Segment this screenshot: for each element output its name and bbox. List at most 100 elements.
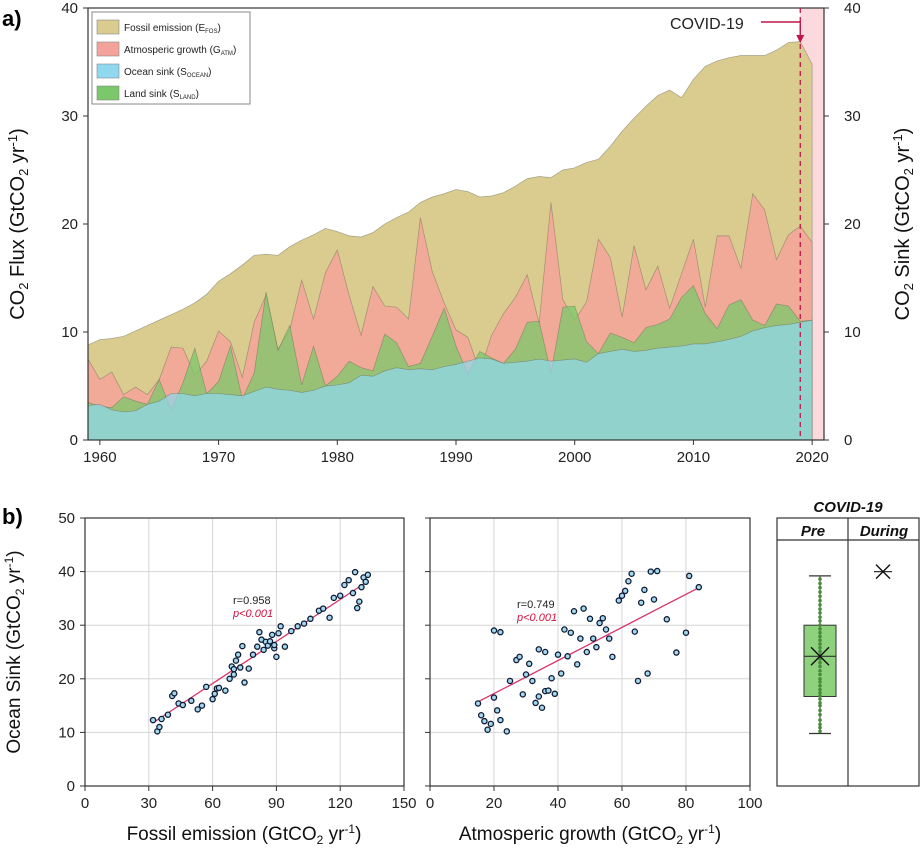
legend-label-atm: Atmosperic growth (GATM)	[124, 45, 236, 57]
during-mean-marker	[875, 564, 891, 580]
pre-point	[818, 585, 822, 590]
scatter-atm-point	[535, 646, 543, 653]
scatter-atm-x-tick-label: 40	[550, 795, 567, 812]
legend-swatch-ocean	[96, 63, 120, 79]
scatter-atm-point	[570, 608, 578, 615]
x-tick-label: 2000	[558, 449, 591, 466]
legend-swatch-atm	[96, 41, 120, 57]
scatter-atm-x-tick-label: 100	[737, 795, 762, 812]
covid-pre-label: Pre	[801, 523, 825, 540]
scatter-fossil-point	[209, 695, 216, 703]
scatter-atm-point	[673, 649, 680, 656]
y-tick-label-right: 30	[844, 108, 861, 125]
scatter-fossil-point	[349, 589, 357, 597]
scatter-atm-point	[653, 567, 661, 575]
scatter-fossil-point	[362, 578, 369, 586]
pre-point	[818, 672, 822, 677]
scatter-fossil-point	[164, 711, 172, 718]
pre-point	[818, 623, 822, 627]
scatter-atm-point	[490, 627, 498, 634]
scatter-atm-point	[497, 716, 504, 724]
scatter-atm-point	[641, 586, 648, 594]
x-tick-label: 2020	[795, 449, 828, 466]
x-tick-label: 1960	[83, 449, 116, 466]
legend-label-fossil: Fossil emission (EFOS)	[124, 23, 221, 35]
scatter-fossil-point	[294, 623, 301, 630]
legend-swatch-fossil	[96, 19, 120, 35]
pre-point	[818, 722, 822, 727]
pre-point	[818, 668, 822, 673]
pre-point	[818, 642, 822, 646]
scatter-fossil-point	[254, 643, 261, 650]
panel-b: b) Ocean Sink (GtCO2 yr-1) 0 30 60 90 120 150…	[2, 499, 920, 847]
scatter-atm-frame	[429, 517, 751, 787]
scatter-fossil-point	[260, 646, 267, 654]
y-tick-label-right: 20	[844, 216, 861, 233]
scatter-fossil-point	[158, 715, 165, 723]
scatter-atm-point	[650, 596, 658, 603]
scatter-fossil-point	[241, 679, 248, 686]
scatter-atm-point	[557, 670, 565, 677]
scatter-fossil-point	[281, 643, 289, 650]
pre-point	[818, 687, 822, 692]
covid-annotation-bracket	[761, 21, 801, 37]
scatter-fossil-y-tick-label: 40	[58, 564, 75, 581]
scatter-atm-point	[634, 677, 642, 685]
pre-mean-marker	[810, 646, 830, 666]
pre-point	[818, 630, 822, 635]
scatter-fossil-ticks: 0 30 60 90 120 150 0 10 20 30 40 50	[58, 510, 416, 812]
y-tick-label-left: 10	[61, 324, 78, 341]
scatter-atm-point	[493, 707, 501, 714]
pre-point	[818, 594, 822, 599]
scatter-atm-x-tick-label: 20	[486, 795, 503, 812]
scatter-fossil-point	[232, 657, 240, 664]
scatter-atm-point	[474, 700, 482, 707]
pre-point	[818, 683, 822, 688]
scatter-atm-point	[593, 643, 600, 651]
scatter-fossil-point	[275, 629, 282, 637]
pre-point	[818, 703, 822, 708]
scatter-fossil-y-tick-label: 20	[58, 671, 75, 688]
legend-swatch-land	[96, 85, 120, 101]
scatter-fossil-y-tick-label: 10	[58, 724, 75, 741]
scatter-atm-point	[663, 616, 671, 623]
scatter-fossil-x-tick-label: 0	[81, 795, 89, 812]
scatter-atm-ticks: 0 20 40 60 80 100	[425, 517, 763, 812]
scatter-atm-point	[477, 712, 485, 719]
scatter-atm-point	[535, 693, 543, 700]
scatter-atm-point	[484, 726, 491, 733]
covid-box-plot	[803, 564, 892, 735]
scatter-fossil-point	[215, 684, 223, 692]
scatter-fossil-point	[211, 690, 218, 698]
scatter-atm-point	[586, 615, 594, 623]
pre-point	[818, 611, 822, 615]
scatter-fossil-point	[319, 605, 327, 612]
legend-label-land: Land sink (SLAND)	[124, 89, 199, 101]
scatter-atm-point	[525, 660, 533, 668]
pre-point	[818, 708, 822, 713]
pre-point	[818, 645, 822, 650]
area-ocean	[88, 319, 813, 440]
scatter-fossil-point	[249, 651, 257, 658]
scatter-fossil-point	[288, 627, 295, 635]
scatter-atm-point	[618, 592, 626, 599]
scatter-atm-r: r=0.749	[517, 599, 555, 611]
scatter-fossil-grid	[84, 517, 405, 787]
scatter-fossil-point	[277, 623, 284, 630]
scatter-fossil-y-tick-label: 30	[58, 617, 75, 634]
scatter-atm-point	[602, 626, 610, 633]
scatter-atm-point	[522, 671, 530, 678]
scatter-fossil-frame	[84, 517, 405, 787]
panel-a-ylabel-left: CO2 Flux (GtCO2 yr-1)	[5, 128, 31, 320]
scatter-fossil-xlabel: Fossil emission (GtCO2 yr-1)	[127, 822, 362, 847]
scatter-atm-point	[615, 597, 623, 604]
scatter-fossil-point	[336, 592, 344, 599]
scatter-atm-point	[596, 619, 603, 627]
scatter-fossil-point	[194, 706, 201, 713]
panel-a-legend: Fossil emission (EFOS) Atmosperic growth…	[91, 11, 251, 105]
y-tick-label-left: 0	[70, 432, 78, 449]
scatter-atm-point	[503, 728, 511, 735]
scatter-atm-point	[631, 628, 639, 635]
y-tick-label-left: 30	[61, 108, 78, 125]
